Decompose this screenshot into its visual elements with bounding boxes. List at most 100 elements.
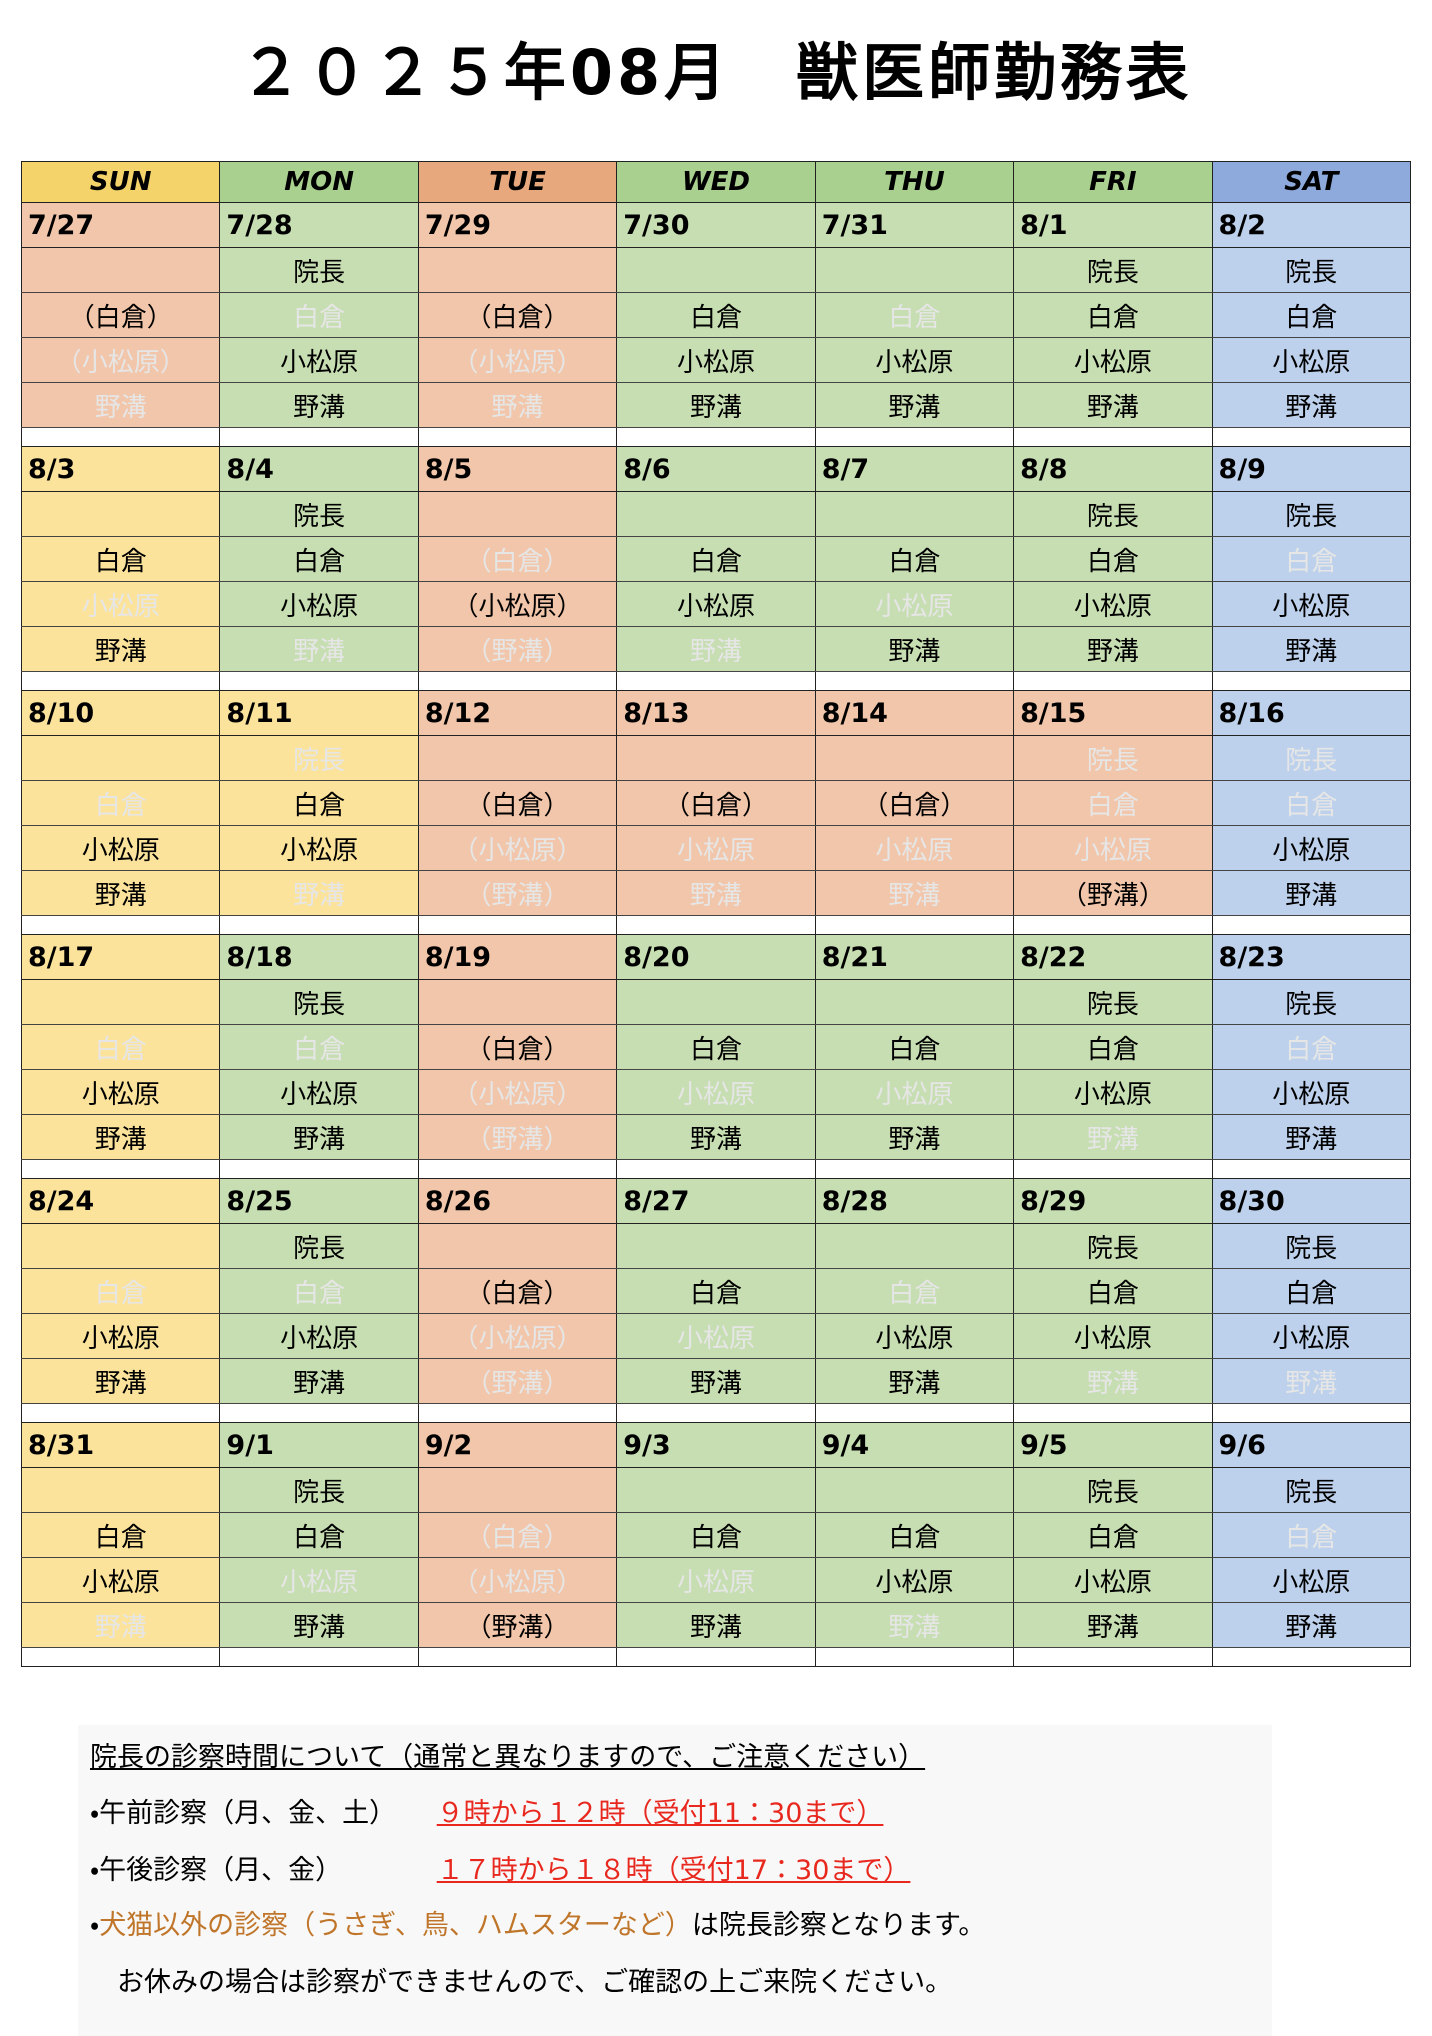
date-cell: 8/17	[20, 934, 221, 980]
staff-row: 白倉 白倉 （白倉） 白倉 白倉 白倉 白倉	[20, 1512, 1412, 1558]
date-cell: 9/4	[814, 1422, 1015, 1468]
staff-row: 野溝 野溝 （野溝） 野溝 野溝 （野溝） 野溝	[20, 870, 1412, 916]
gap-cell	[616, 1647, 816, 1667]
staff-cell: 野溝	[20, 382, 221, 428]
gap-cell	[219, 1159, 419, 1179]
note-text: ・午前診察（月、金、土）	[90, 1798, 437, 1829]
staff-cell: 野溝	[814, 1602, 1015, 1648]
date-row: 8/24 8/25 8/26 8/27 8/28 8/29 8/30	[20, 1178, 1412, 1224]
staff-cell: 院長	[1013, 491, 1213, 537]
staff-row: 野溝 野溝 （野溝） 野溝 野溝 野溝 野溝	[20, 1602, 1412, 1648]
staff-cell: 院長	[1211, 735, 1412, 781]
staff-cell: 小松原	[20, 825, 221, 871]
staff-cell	[814, 1223, 1015, 1269]
date-cell: 9/5	[1013, 1422, 1213, 1468]
staff-cell: 小松原	[20, 1557, 221, 1603]
day-header: THU	[814, 161, 1015, 203]
gap-cell	[219, 1403, 419, 1423]
staff-cell	[814, 491, 1015, 537]
staff-row: 小松原 小松原 （小松原） 小松原 小松原 小松原 小松原	[20, 1069, 1412, 1115]
staff-row: 野溝 野溝 （野溝） 野溝 野溝 野溝 野溝	[20, 1358, 1412, 1404]
staff-cell: 小松原	[814, 337, 1015, 383]
date-row: 8/3 8/4 8/5 8/6 8/7 8/8 8/9	[20, 446, 1412, 492]
staff-cell: 野溝	[417, 382, 618, 428]
staff-cell: 院長	[1013, 979, 1213, 1025]
gap-row	[20, 1403, 1412, 1423]
staff-cell: 白倉	[219, 780, 419, 826]
staff-row: 野溝 野溝 （野溝） 野溝 野溝 野溝 野溝	[20, 1114, 1412, 1160]
gap-cell	[616, 427, 816, 447]
staff-cell: 小松原	[1211, 581, 1412, 627]
date-cell: 8/28	[814, 1178, 1015, 1224]
staff-cell: 白倉	[616, 1268, 816, 1314]
date-cell: 9/1	[219, 1422, 419, 1468]
staff-cell: 白倉	[20, 536, 221, 582]
staff-cell: （白倉）	[417, 1268, 618, 1314]
gap-row	[20, 427, 1412, 447]
staff-cell: 野溝	[1013, 1358, 1213, 1404]
staff-cell: 野溝	[616, 382, 816, 428]
note-text: ・午後診察（月、金）	[90, 1855, 437, 1886]
note-text: 犬猫以外の診察（うさぎ、鳥、ハムスターなど）	[99, 1910, 692, 1941]
staff-cell: （野溝）	[417, 1114, 618, 1160]
staff-cell: 小松原	[814, 1557, 1015, 1603]
staff-row: 白倉 白倉 （白倉） 白倉 白倉 白倉 白倉	[20, 1268, 1412, 1314]
staff-cell: 野溝	[219, 382, 419, 428]
note-text: 院長の診察時間について（通常と異なりますので、ご注意ください）	[90, 1742, 926, 1773]
gap-cell	[814, 1159, 1015, 1179]
staff-cell: 白倉	[616, 292, 816, 338]
staff-cell: 白倉	[814, 292, 1015, 338]
gap-cell	[20, 427, 221, 447]
gap-cell	[20, 1403, 221, 1423]
staff-cell	[20, 979, 221, 1025]
staff-cell: 白倉	[20, 1268, 221, 1314]
staff-cell: 小松原	[616, 581, 816, 627]
staff-cell: 白倉	[1013, 780, 1213, 826]
gap-cell	[20, 915, 221, 935]
staff-cell: （野溝）	[417, 1358, 618, 1404]
note-text: ・	[90, 1910, 100, 1941]
staff-cell: 野溝	[219, 626, 419, 672]
staff-cell: 野溝	[219, 1114, 419, 1160]
notes-box: 院長の診察時間について（通常と異なりますので、ご注意ください） ・午前診察（月、金…	[78, 1725, 1272, 2036]
staff-cell: 院長	[219, 1467, 419, 1513]
staff-cell: 小松原	[219, 581, 419, 627]
gap-cell	[20, 671, 221, 691]
gap-cell	[417, 427, 618, 447]
staff-cell	[616, 735, 816, 781]
gap-cell	[1013, 1647, 1213, 1667]
staff-cell: 野溝	[20, 1114, 221, 1160]
staff-cell: 小松原	[20, 1313, 221, 1359]
day-header: SUN	[20, 161, 221, 203]
staff-cell: 白倉	[1013, 536, 1213, 582]
gap-cell	[814, 915, 1015, 935]
staff-cell: （小松原）	[417, 1069, 618, 1115]
staff-cell: 野溝	[814, 870, 1015, 916]
staff-cell: （白倉）	[20, 292, 221, 338]
date-cell: 7/29	[417, 202, 618, 248]
date-row: 8/17 8/18 8/19 8/20 8/21 8/22 8/23	[20, 934, 1412, 980]
date-cell: 8/29	[1013, 1178, 1213, 1224]
staff-cell: 小松原	[1211, 1557, 1412, 1603]
staff-cell: 野溝	[219, 1602, 419, 1648]
staff-cell: 白倉	[20, 1512, 221, 1558]
staff-row: 小松原 小松原 （小松原） 小松原 小松原 小松原 小松原	[20, 1313, 1412, 1359]
staff-cell: 院長	[1013, 247, 1213, 293]
staff-cell: 白倉	[814, 1024, 1015, 1070]
note-text: ９時から１２時（受付11：30まで）	[436, 1798, 884, 1829]
staff-cell: 野溝	[1013, 382, 1213, 428]
staff-cell: 野溝	[20, 870, 221, 916]
date-cell: 8/8	[1013, 446, 1213, 492]
staff-row: （白倉） 白倉 （白倉） 白倉 白倉 白倉 白倉	[20, 292, 1412, 338]
staff-cell: （小松原）	[417, 1557, 618, 1603]
staff-cell: 小松原	[1211, 1313, 1412, 1359]
staff-cell: 院長	[219, 979, 419, 1025]
staff-cell: 院長	[1013, 1467, 1213, 1513]
staff-row: 小松原 小松原 （小松原） 小松原 小松原 小松原 小松原	[20, 825, 1412, 871]
staff-cell: （白倉）	[814, 780, 1015, 826]
gap-cell	[616, 671, 816, 691]
staff-cell: 白倉	[219, 1512, 419, 1558]
staff-cell	[417, 1467, 618, 1513]
date-cell: 8/10	[20, 690, 221, 736]
